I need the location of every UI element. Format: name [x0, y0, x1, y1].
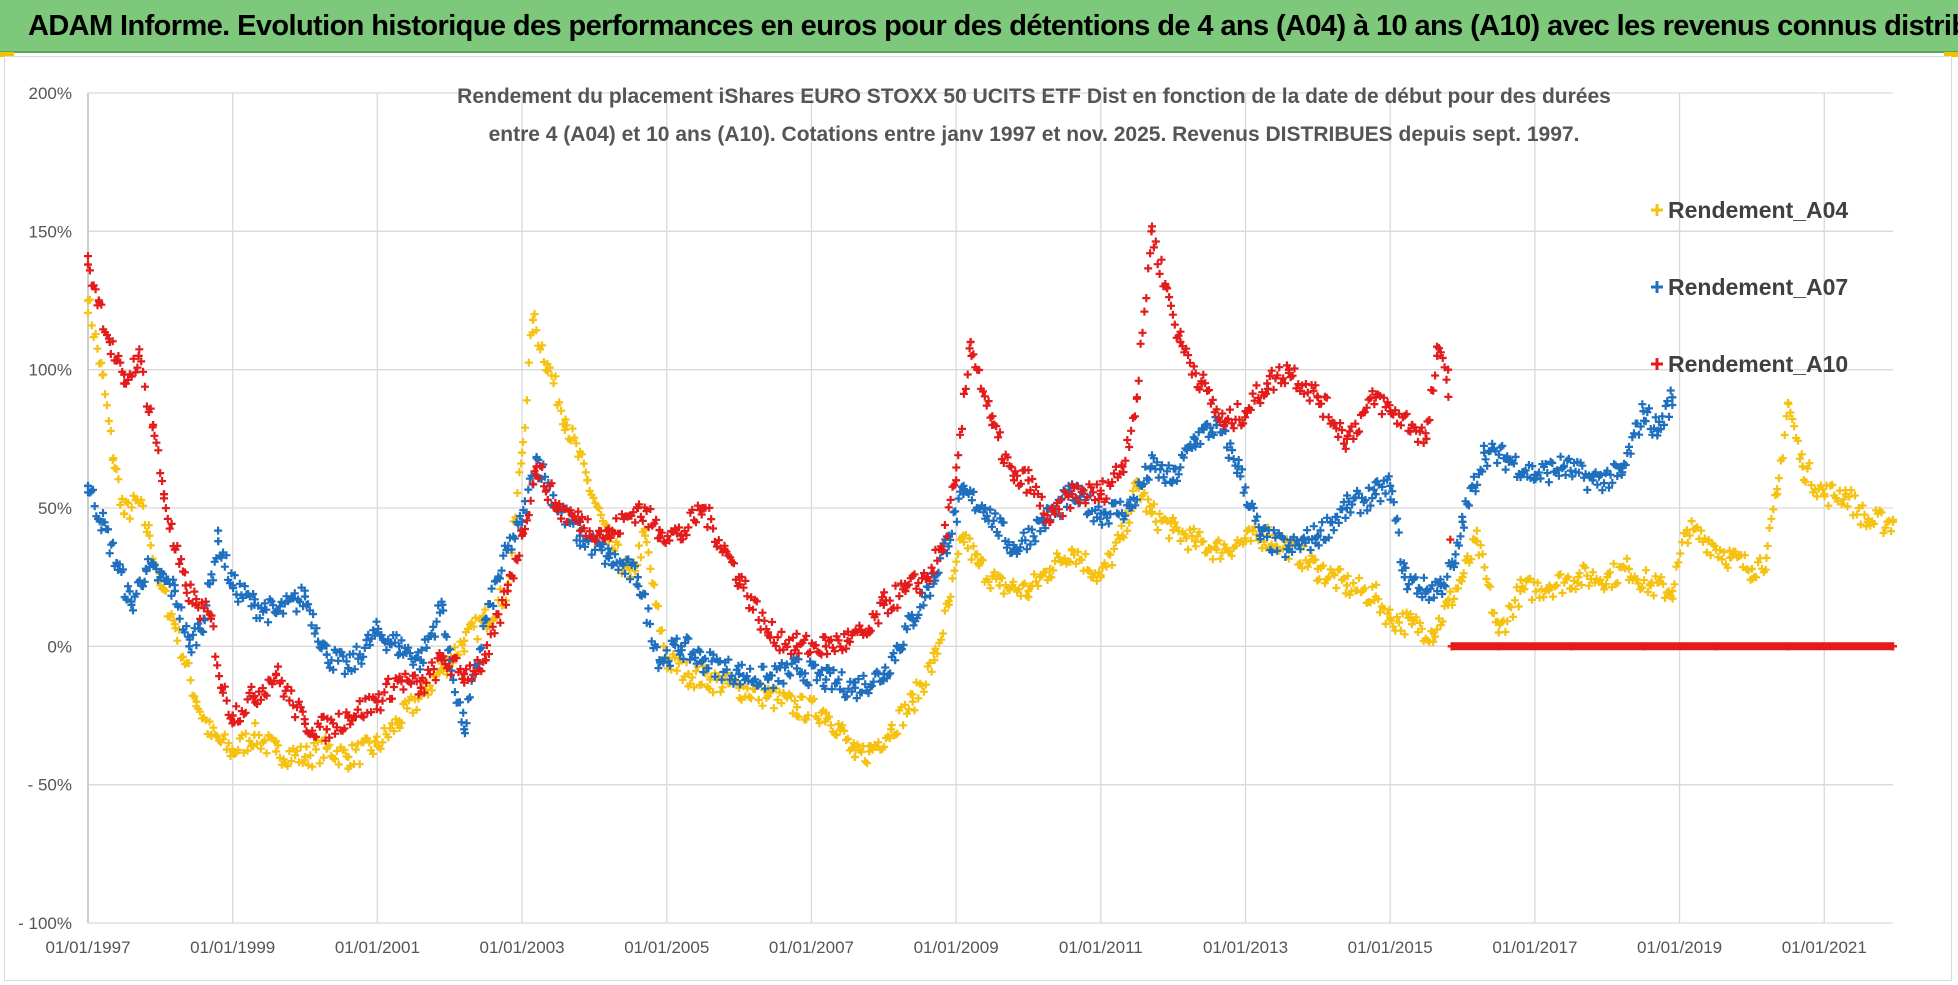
series-Rendement_A07	[84, 386, 1677, 738]
point-Rendement_A10	[1024, 476, 1033, 485]
point-Rendement_A04	[1342, 581, 1351, 590]
header-banner: ADAM Informe. Evolution historique des p…	[0, 0, 1958, 53]
corner-marker-top-right	[1944, 52, 1958, 57]
legend-label: Rendement_A10	[1668, 351, 1848, 377]
y-tick-label: 100%	[29, 361, 72, 380]
x-tick-label: 01/01/2019	[1637, 938, 1722, 957]
point-Rendement_A10	[416, 683, 425, 692]
x-tick-label: 01/01/1999	[190, 938, 275, 957]
legend: Rendement_A04 Rendement_A07 Rendement_A10	[1651, 197, 1848, 377]
y-tick-label: - 100%	[18, 914, 72, 933]
y-tick-label: 0%	[47, 637, 72, 656]
chart-title-line-1: Rendement du placement iShares EURO STOX…	[457, 85, 1611, 108]
x-tick-label: 01/01/2011	[1059, 938, 1143, 957]
x-tick-label: 01/01/2009	[914, 938, 999, 957]
y-axis-ticks: 200% 150% 100% 50% 0% - 50% - 100%	[18, 84, 72, 933]
x-tick-label: 01/01/1997	[45, 938, 130, 957]
point-Rendement_A07	[1480, 448, 1489, 457]
point-Rendement_A10	[322, 725, 331, 734]
banner-title: ADAM Informe. Evolution historique des p…	[28, 10, 1958, 42]
series-markers-Rendement_A07	[84, 386, 1677, 738]
plot-points	[84, 222, 1897, 773]
x-tick-label: 01/01/2015	[1348, 938, 1433, 957]
x-tick-label: 01/01/2021	[1782, 938, 1867, 957]
point-Rendement_A04	[1798, 462, 1807, 471]
chart-frame	[4, 56, 1952, 981]
y-tick-label: 150%	[29, 222, 72, 241]
point-Rendement_A10	[952, 476, 961, 485]
point-Rendement_A07	[633, 573, 642, 582]
x-tick-label: 01/01/2013	[1203, 938, 1288, 957]
legend-marker	[1651, 358, 1663, 370]
x-tick-label: 01/01/2017	[1492, 938, 1577, 957]
y-tick-label: 200%	[29, 84, 72, 103]
point-Rendement_A04	[518, 448, 527, 457]
point-Rendement_A04	[1494, 628, 1503, 637]
corner-marker-top-left	[0, 52, 14, 57]
point-Rendement_A10	[460, 670, 469, 678]
point-Rendement_A07	[214, 537, 223, 546]
point-Rendement_A04	[561, 415, 570, 424]
point-Rendement_A10	[84, 260, 92, 269]
legend-label: Rendement_A07	[1668, 274, 1848, 300]
point-Rendement_A07	[1386, 481, 1395, 490]
point-Rendement_A04	[850, 753, 859, 761]
point-Rendement_A04	[930, 656, 939, 665]
y-tick-label: - 50%	[28, 776, 72, 795]
point-Rendement_A07	[395, 642, 404, 651]
point-Rendement_A07	[1342, 504, 1351, 512]
point-Rendement_A07	[792, 664, 801, 673]
legend-label: Rendement_A04	[1668, 197, 1848, 223]
x-tick-label: 01/01/2005	[624, 938, 709, 957]
x-axis-ticks: 01/01/1997 01/01/1999 01/01/2001 01/01/2003…	[45, 938, 1866, 957]
point-Rendement_A07	[322, 650, 331, 659]
point-Rendement_A04	[272, 747, 281, 756]
y-tick-label: 50%	[38, 499, 72, 518]
point-Rendement_A10	[1176, 338, 1185, 346]
series-Rendement_A10	[84, 222, 1897, 745]
x-tick-label: 01/01/2001	[335, 938, 420, 957]
series-markers-Rendement_A10	[84, 222, 1897, 745]
point-Rendement_A07	[1668, 393, 1677, 402]
legend-marker	[1651, 204, 1663, 216]
point-Rendement_A10	[821, 642, 830, 651]
point-Rendement_A04	[908, 697, 917, 706]
legend-marker	[1651, 281, 1663, 293]
point-Rendement_A07	[821, 675, 830, 684]
point-Rendement_A07	[735, 670, 744, 678]
x-tick-label: 01/01/2007	[769, 938, 854, 957]
point-Rendement_A04	[528, 315, 537, 324]
point-Rendement_A07	[185, 642, 194, 651]
point-Rendement_A04	[792, 703, 801, 712]
chart-title-line-2: entre 4 (A04) et 10 ans (A10). Cotations…	[489, 123, 1580, 146]
x-tick-label: 01/01/2003	[480, 938, 565, 957]
